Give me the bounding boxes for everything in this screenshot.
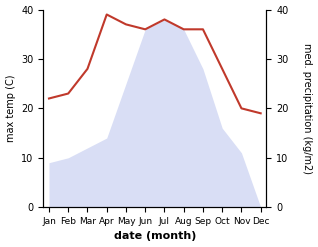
Y-axis label: max temp (C): max temp (C) (5, 75, 16, 142)
Y-axis label: med. precipitation (kg/m2): med. precipitation (kg/m2) (302, 43, 313, 174)
X-axis label: date (month): date (month) (114, 231, 196, 242)
